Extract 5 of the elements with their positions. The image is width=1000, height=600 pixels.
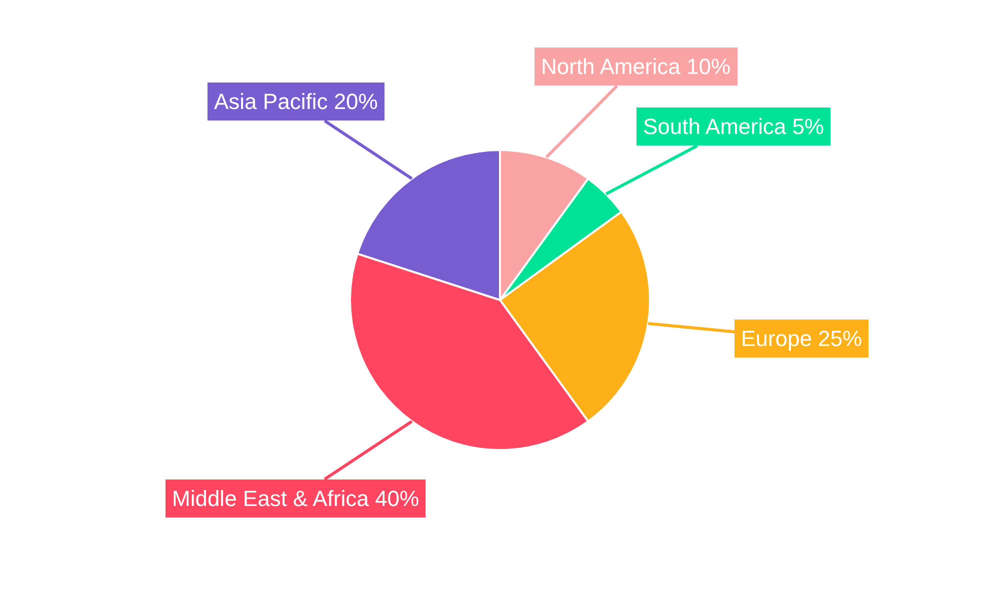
slice-label: North America 10% — [541, 54, 731, 79]
slice-label: Middle East & Africa 40% — [172, 486, 420, 511]
slice-label: Asia Pacific 20% — [214, 89, 378, 114]
slice-label: Europe 25% — [741, 326, 862, 351]
slice-label: South America 5% — [643, 114, 824, 139]
